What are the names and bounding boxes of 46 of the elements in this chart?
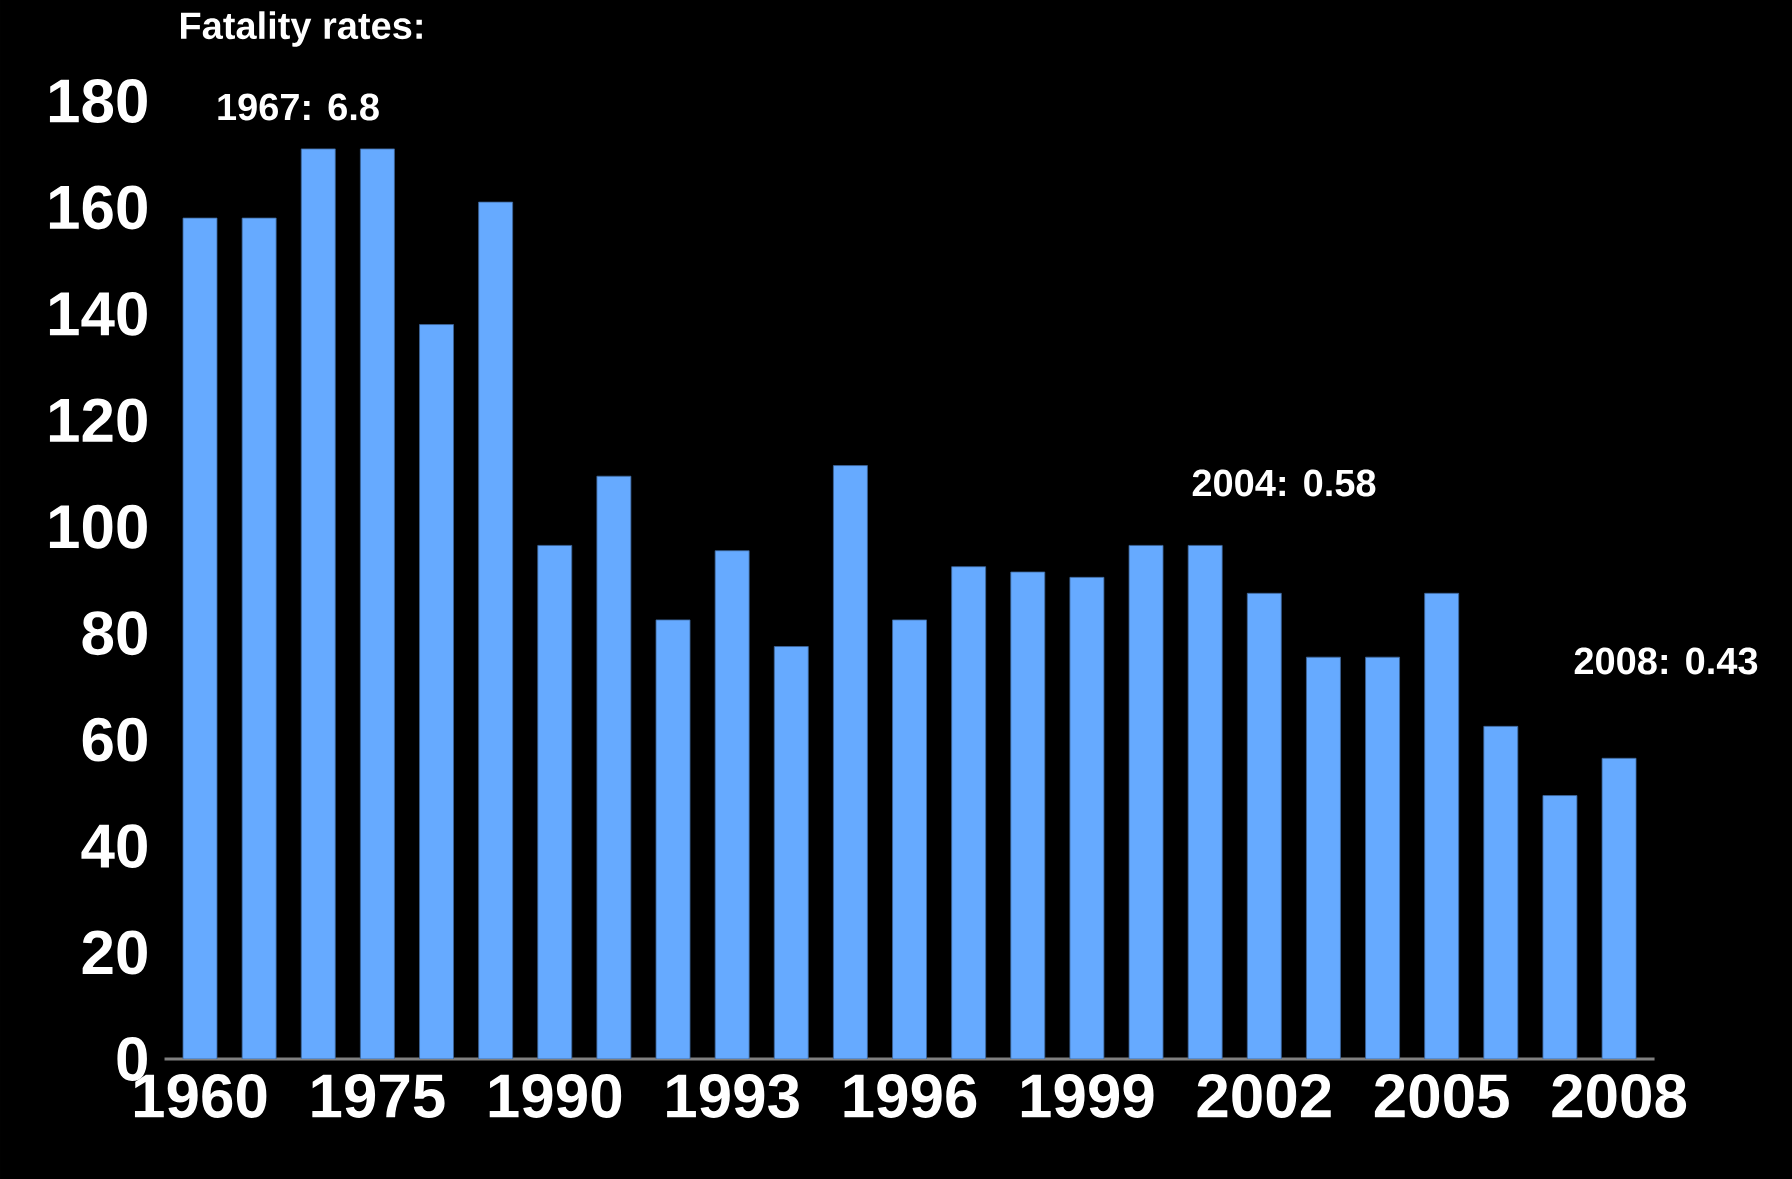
bar bbox=[419, 324, 454, 1059]
bar bbox=[1601, 757, 1637, 1059]
y-tick-label: 120 bbox=[49, 398, 147, 443]
chart-title: Fatality rates: bbox=[181, 11, 422, 47]
x-tick-label: 1996 bbox=[844, 1074, 977, 1118]
y-tick-label: 140 bbox=[49, 291, 147, 336]
x-tick-label: 1975 bbox=[312, 1074, 445, 1118]
bar bbox=[300, 148, 336, 1059]
bar bbox=[182, 217, 218, 1059]
bar bbox=[1010, 571, 1046, 1059]
x-tick-label: 2002 bbox=[1197, 1074, 1331, 1118]
bar bbox=[892, 619, 927, 1059]
bar bbox=[241, 217, 277, 1059]
y-tick-label: 160 bbox=[49, 185, 147, 230]
bar bbox=[1306, 656, 1341, 1059]
annotation: 2008: 0.43 bbox=[1574, 647, 1758, 675]
bar bbox=[1542, 795, 1578, 1059]
y-tick-label: 40 bbox=[81, 824, 147, 869]
bar bbox=[1483, 725, 1519, 1059]
bar bbox=[773, 646, 809, 1059]
x-tick-label: 1990 bbox=[489, 1074, 622, 1118]
y-tick-label: 180 bbox=[49, 79, 147, 123]
bar bbox=[596, 475, 632, 1059]
bar bbox=[1246, 592, 1282, 1059]
annotation: 1967: 6.8 bbox=[218, 93, 379, 121]
bar bbox=[1187, 545, 1223, 1059]
bar bbox=[833, 465, 868, 1059]
x-tick-label: 2005 bbox=[1374, 1074, 1509, 1118]
bar bbox=[1365, 656, 1400, 1059]
x-tick-label: 2008 bbox=[1552, 1074, 1687, 1118]
x-tick-label: 1993 bbox=[667, 1074, 799, 1119]
bar bbox=[1069, 576, 1105, 1059]
y-tick-label: 100 bbox=[49, 504, 147, 549]
bar bbox=[478, 201, 514, 1059]
bar bbox=[1424, 592, 1460, 1059]
bar bbox=[714, 550, 750, 1059]
y-tick-label: 20 bbox=[82, 930, 147, 975]
annotation: 2004: 0.58 bbox=[1192, 469, 1376, 497]
bar bbox=[1128, 545, 1164, 1059]
x-tick-label: 1999 bbox=[1021, 1074, 1154, 1118]
bar bbox=[951, 566, 987, 1059]
y-tick-label: 80 bbox=[82, 611, 147, 656]
bar bbox=[359, 148, 395, 1059]
bar bbox=[655, 619, 691, 1059]
y-tick-label: 60 bbox=[82, 717, 147, 762]
bar bbox=[537, 545, 573, 1059]
